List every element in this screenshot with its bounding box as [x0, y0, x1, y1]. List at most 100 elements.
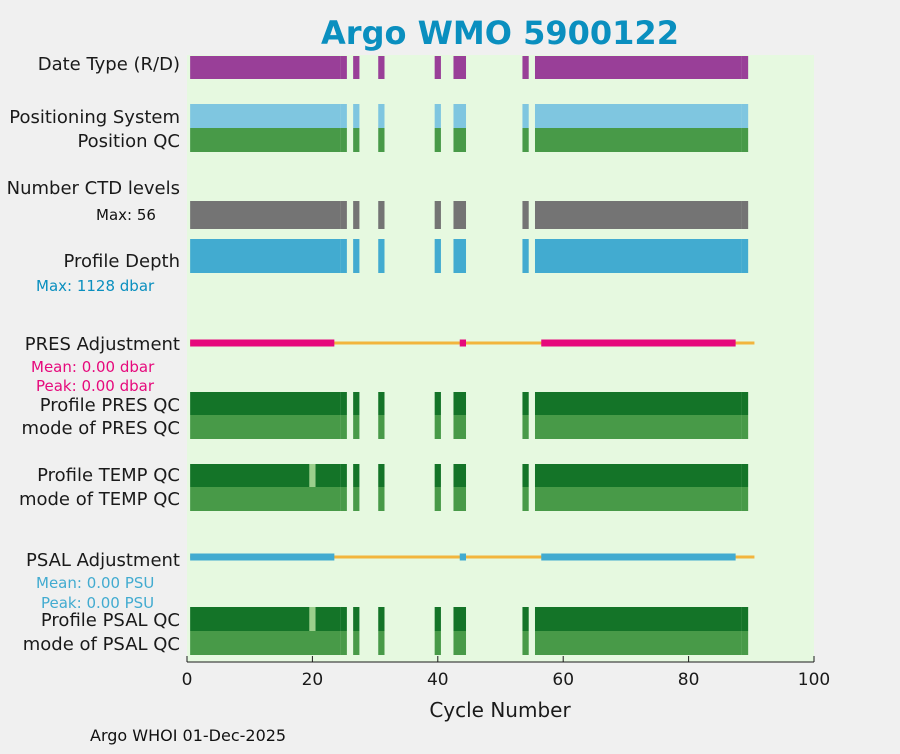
x-tick-label-80: 80 — [678, 670, 700, 690]
bar-positioning-5 — [453, 104, 467, 128]
x-tick-label-0: 0 — [182, 670, 193, 690]
bar-mode-temp-qc-1 — [340, 487, 347, 511]
depth-max-annotation: Max: 1128 dbar — [36, 277, 155, 295]
row-label-position-qc: Position QC — [77, 131, 180, 152]
pres-adjustment-segment-1 — [459, 339, 467, 347]
bar-profile-temp-qc-2 — [353, 464, 360, 487]
bar-position-qc-2 — [353, 128, 360, 152]
bar-profile-temp-qc-exception-20 — [309, 464, 316, 487]
bar-profile-pres-qc-4 — [434, 392, 441, 415]
bar-positioning-0 — [190, 104, 341, 128]
x-axis: 0 20 40 60 80 100 — [182, 656, 830, 690]
pres-adjustment-segment-0 — [190, 339, 335, 347]
bar-ctd-levels-6 — [522, 201, 529, 229]
bar-profile-depth-4 — [434, 239, 441, 273]
bar-mode-pres-qc-1 — [340, 415, 347, 439]
bar-mode-temp-qc-4 — [434, 487, 441, 511]
bar-profile-psal-qc-8 — [741, 607, 749, 631]
ctd-max-annotation: Max: 56 — [96, 206, 156, 224]
chart-title: Argo WMO 5900122 — [321, 14, 679, 52]
bar-profile-temp-qc-4 — [434, 464, 441, 487]
row-label-date-type: Date Type (R/D) — [38, 54, 180, 75]
bar-profile-pres-qc-2 — [353, 392, 360, 415]
bar-ctd-levels-4 — [434, 201, 441, 229]
bar-mode-pres-qc-7 — [534, 415, 742, 439]
bar-position-qc-8 — [741, 128, 749, 152]
bar-mode-temp-qc-0 — [190, 487, 341, 511]
bar-position-qc-0 — [190, 128, 341, 152]
bar-position-qc-3 — [378, 128, 385, 152]
bar-date-type-3 — [378, 56, 385, 79]
x-tick-label-20: 20 — [302, 670, 324, 690]
bar-date-type-0 — [190, 56, 341, 79]
bar-mode-psal-qc-7 — [534, 631, 742, 655]
bar-profile-depth-5 — [453, 239, 467, 273]
x-tick-label-40: 40 — [427, 670, 449, 690]
x-axis-label: Cycle Number — [429, 698, 571, 722]
row-label-profile-pres-qc: Profile PRES QC — [40, 395, 180, 416]
footer-credit: Argo WHOI 01-Dec-2025 — [90, 726, 286, 745]
bar-profile-psal-qc-6 — [522, 607, 529, 631]
bar-profile-psal-qc-4 — [434, 607, 441, 631]
bar-mode-temp-qc-5 — [453, 487, 467, 511]
bar-mode-psal-qc-8 — [741, 631, 749, 655]
bar-mode-temp-qc-8 — [741, 487, 749, 511]
pres-mean-annotation: Mean: 0.00 dbar — [31, 358, 155, 376]
bar-date-type-4 — [434, 56, 441, 79]
bar-mode-psal-qc-5 — [453, 631, 467, 655]
psal-mean-annotation: Mean: 0.00 PSU — [36, 574, 154, 592]
bar-profile-temp-qc-6 — [522, 464, 529, 487]
bar-profile-temp-qc-3 — [378, 464, 385, 487]
pres-adjustment-baseline — [190, 341, 755, 345]
x-tick-label-100: 100 — [798, 670, 830, 690]
bar-profile-temp-qc-8 — [741, 464, 749, 487]
psal-adjustment-segment-0 — [190, 553, 335, 561]
bar-positioning-8 — [741, 104, 749, 128]
bar-position-qc-6 — [522, 128, 529, 152]
bar-mode-temp-qc-3 — [378, 487, 385, 511]
bar-positioning-2 — [353, 104, 360, 128]
pres-peak-annotation: Peak: 0.00 dbar — [36, 377, 155, 395]
bar-positioning-1 — [340, 104, 347, 128]
bar-mode-psal-qc-4 — [434, 631, 441, 655]
bar-mode-pres-qc-8 — [741, 415, 749, 439]
bar-profile-pres-qc-7 — [534, 392, 742, 415]
bar-ctd-levels-3 — [378, 201, 385, 229]
bar-mode-pres-qc-6 — [522, 415, 529, 439]
bar-date-type-5 — [453, 56, 467, 79]
bar-profile-depth-7 — [534, 239, 742, 273]
bar-positioning-4 — [434, 104, 441, 128]
row-label-profile-depth: Profile Depth — [63, 251, 180, 272]
bar-mode-pres-qc-3 — [378, 415, 385, 439]
bar-mode-pres-qc-0 — [190, 415, 341, 439]
pres-adjustment-segment-2 — [541, 339, 736, 347]
bar-profile-pres-qc-1 — [340, 392, 347, 415]
bar-date-type-8 — [741, 56, 749, 79]
bar-profile-depth-0 — [190, 239, 341, 273]
bar-position-qc-5 — [453, 128, 467, 152]
bar-mode-psal-qc-6 — [522, 631, 529, 655]
bar-positioning-3 — [378, 104, 385, 128]
bar-date-type-1 — [340, 56, 347, 79]
psal-adjustment-segment-2 — [541, 553, 736, 561]
bar-mode-temp-qc-6 — [522, 487, 529, 511]
bar-ctd-levels-5 — [453, 201, 467, 229]
bar-profile-psal-qc-0 — [190, 607, 341, 631]
bar-profile-psal-qc-7 — [534, 607, 742, 631]
bar-mode-temp-qc-7 — [534, 487, 742, 511]
bar-date-type-7 — [534, 56, 742, 79]
bar-mode-pres-qc-2 — [353, 415, 360, 439]
bar-profile-depth-2 — [353, 239, 360, 273]
bar-profile-psal-qc-exception-20 — [309, 607, 316, 631]
bar-date-type-2 — [353, 56, 360, 79]
row-label-ctd-levels: Number CTD levels — [7, 178, 180, 199]
row-label-psal-adjustment: PSAL Adjustment — [26, 550, 180, 571]
bar-ctd-levels-7 — [534, 201, 742, 229]
psal-adjustment-baseline — [190, 555, 755, 559]
bar-mode-pres-qc-4 — [434, 415, 441, 439]
bar-profile-psal-qc-5 — [453, 607, 467, 631]
row-label-mode-temp-qc: mode of TEMP QC — [19, 489, 180, 510]
x-tick-label-60: 60 — [552, 670, 574, 690]
bar-positioning-7 — [534, 104, 742, 128]
